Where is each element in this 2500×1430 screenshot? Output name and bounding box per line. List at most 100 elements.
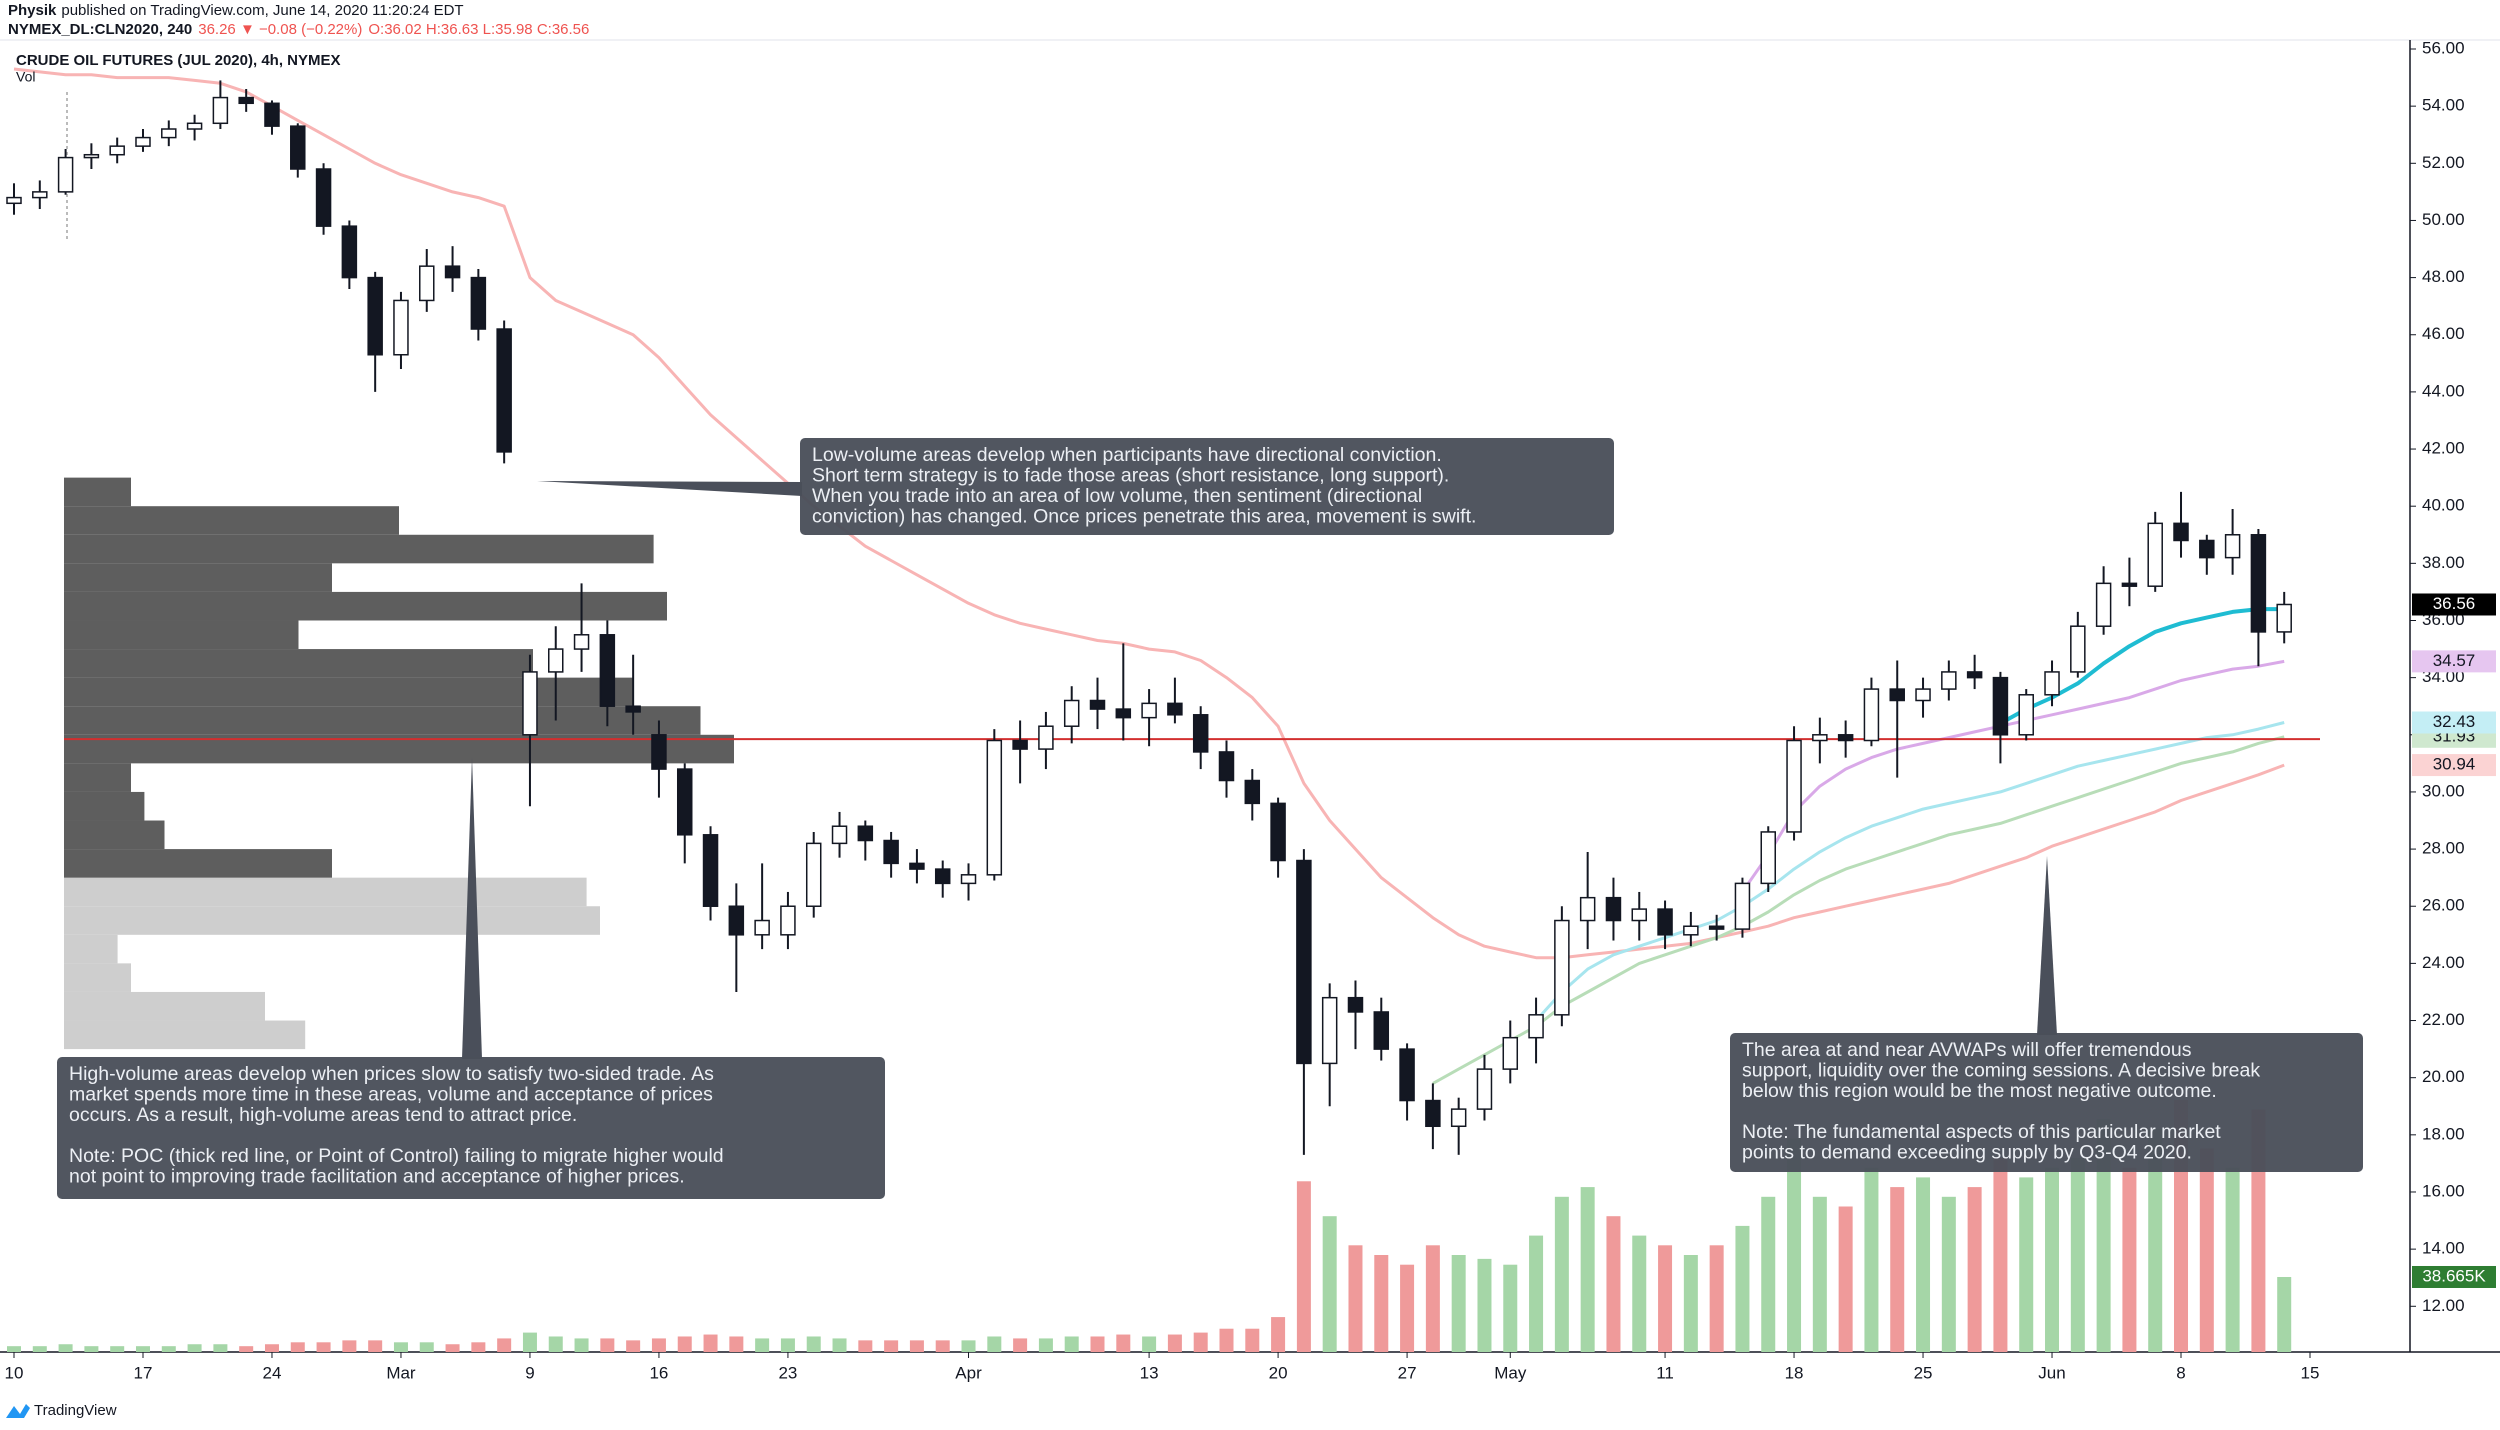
x-tick-label: May [1494, 1363, 1527, 1382]
annotation: Low-volume areas develop when participan… [537, 438, 1614, 535]
annotation-text: Low-volume areas develop when participan… [812, 444, 1442, 466]
profile-bar [64, 1020, 306, 1050]
volume-bar [1580, 1187, 1595, 1352]
candle-body [1915, 688, 1931, 702]
candle-body [2199, 539, 2215, 559]
volume-bar [84, 1346, 99, 1352]
candle-body [2044, 671, 2060, 696]
avwap-line [1432, 735, 2285, 1085]
profile-bar [64, 934, 118, 964]
candle-body [2224, 534, 2241, 559]
candle-body [728, 905, 745, 936]
annotation: High-volume areas develop when prices sl… [57, 757, 885, 1199]
avwap-line [1534, 721, 2285, 1022]
y-tick-label: 16.00 [2422, 1181, 2465, 1200]
volume-bar [471, 1342, 486, 1352]
candle-body [238, 96, 254, 105]
x-tick-label: 9 [525, 1363, 534, 1382]
y-tick-label: 18.00 [2422, 1124, 2465, 1143]
x-tick-label: 27 [1398, 1363, 1417, 1382]
volume-bar [2277, 1276, 2292, 1352]
annotation-pointer [537, 481, 802, 496]
x-tick-label: Apr [955, 1363, 982, 1382]
x-tick-label: Mar [386, 1363, 416, 1382]
volume-bar [909, 1340, 924, 1352]
volume-bar [1606, 1216, 1621, 1352]
volume-bar [729, 1336, 744, 1352]
candle-body [1502, 1036, 1519, 1070]
volume-bar [832, 1338, 847, 1352]
annotation-pointer [462, 757, 482, 1059]
profile-bar [64, 963, 131, 992]
y-tick-label: 46.00 [2422, 324, 2465, 343]
candle-body [1476, 1068, 1493, 1110]
volume-bar [161, 1346, 176, 1352]
x-tick-label: 13 [1140, 1363, 1159, 1382]
footer-logo: TradingView [6, 1402, 117, 1419]
volume-bar [1374, 1255, 1389, 1352]
y-tick-label: 56.00 [2422, 38, 2465, 57]
volume-bar [2045, 1167, 2060, 1352]
price-tag-label: 32.43 [2433, 712, 2476, 731]
price-tag [2412, 650, 2496, 673]
candle-body [367, 276, 383, 356]
x-tick-label: 25 [1914, 1363, 1933, 1382]
candle-body [599, 634, 616, 707]
annotation-text: The area at and near AVWAPs will offer t… [1742, 1039, 2192, 1061]
candle-body [290, 125, 306, 170]
quote: 36.26 ▼ −0.08 (−0.22%) [198, 21, 362, 38]
annotation-box [57, 1057, 885, 1199]
annotation-text: not point to improving trade facilitatio… [69, 1166, 685, 1188]
candle-body [2095, 582, 2112, 627]
volume-bar [290, 1342, 305, 1352]
volume-bar [187, 1344, 202, 1352]
volume-bar [1864, 1167, 1879, 1352]
candle-body [702, 834, 719, 907]
candle-body [444, 265, 461, 279]
volume-tag-label: 38.665K [2422, 1266, 2486, 1285]
logo-icon [6, 1404, 30, 1418]
volume-bar [1890, 1187, 1905, 1352]
profile-bar [64, 763, 131, 792]
volume-bar [677, 1336, 692, 1352]
volume-bar [2148, 1128, 2163, 1352]
volume-bar [1812, 1196, 1827, 1352]
volume-bar [1064, 1336, 1079, 1352]
price-tag-label: 36.56 [2433, 594, 2476, 613]
volume-bar [1529, 1235, 1544, 1352]
volume-bar [1013, 1338, 1028, 1352]
x-tick-label: 24 [263, 1363, 282, 1382]
candle-body [2070, 625, 2086, 673]
candle-body [831, 825, 848, 845]
volume-bar [58, 1344, 73, 1352]
annotation-text: support, liquidity over the coming sessi… [1742, 1060, 2260, 1082]
candle-body [341, 225, 358, 279]
volume-bar [2070, 1158, 2085, 1352]
volume-bar [1787, 1138, 1802, 1352]
profile-bar [64, 620, 299, 650]
profile-bar [64, 677, 634, 707]
candle-body [419, 265, 435, 302]
volume-bar [2096, 1119, 2111, 1352]
x-tick-label: 16 [649, 1363, 668, 1382]
volume-bar [1142, 1336, 1157, 1352]
volume-bar [1271, 1317, 1286, 1352]
candle-body [1683, 925, 1699, 936]
annotation-text: Note: POC (thick red line, or Point of C… [69, 1145, 724, 1167]
y-tick-label: 22.00 [2422, 1010, 2465, 1029]
avwap-line [1741, 659, 2285, 893]
volume-bar [1116, 1334, 1131, 1352]
candle-body [1192, 714, 1209, 753]
profile-bar [64, 591, 667, 621]
y-tick-label: 28.00 [2422, 839, 2465, 858]
profile-bar [64, 877, 587, 907]
volume-bar [1038, 1338, 1053, 1352]
volume-title: Vol [16, 69, 35, 85]
candle-body [1760, 831, 1776, 885]
candle-body [470, 276, 487, 330]
candle-body [1605, 896, 1622, 922]
candle-body [1863, 688, 1880, 742]
profile-bar [64, 991, 265, 1021]
annotation-text: High-volume areas develop when prices sl… [69, 1063, 714, 1085]
volume-bar [264, 1344, 279, 1352]
